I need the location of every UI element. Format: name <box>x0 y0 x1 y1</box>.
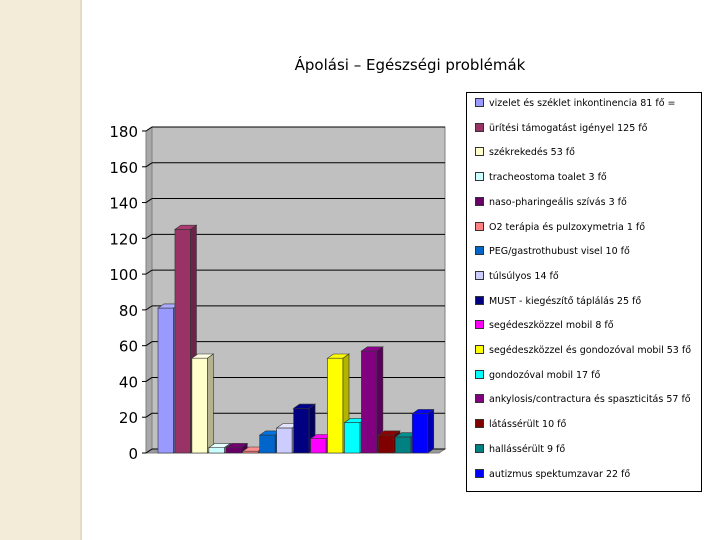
legend-label: autizmus spektumzavar 22 fő <box>489 468 631 480</box>
legend-item: székrekedés 53 fő <box>475 146 575 160</box>
legend-swatch <box>475 270 484 280</box>
legend-item: naso-pharingeális szívás 3 fő <box>475 196 627 210</box>
y-tick-label: 100 <box>109 266 138 284</box>
legend-label: segédeszközzel és gondozóval mobil 53 fő <box>489 345 692 356</box>
gridline-side <box>145 126 153 132</box>
bar-series <box>157 224 435 454</box>
legend-label: PEG/gastrothubust visel 10 fő <box>489 246 630 258</box>
bar-front <box>157 307 174 454</box>
legend-swatch <box>475 468 484 478</box>
bar-front <box>276 427 293 454</box>
gridline-side <box>145 412 153 418</box>
legend-label: székrekedés 53 fő <box>489 147 575 159</box>
legend-item: autizmus spektumzavar 22 fő <box>475 468 630 482</box>
bar-front <box>259 434 276 454</box>
bar-front <box>344 422 361 454</box>
chart-side-wall <box>145 126 153 454</box>
bar-side <box>427 408 435 454</box>
legend-swatch <box>475 394 484 404</box>
legend-label: ankylosis/contractura és spaszticitás 57… <box>489 394 691 406</box>
legend-item: hallássérült 9 fő <box>475 443 565 457</box>
slide-side-divider <box>80 0 82 540</box>
bar <box>190 353 215 454</box>
legend-item: MUST - kiegészítő táplálás 25 fő <box>475 295 641 309</box>
bar-side <box>207 353 214 454</box>
legend-swatch <box>475 369 484 379</box>
legend-swatch <box>475 172 484 182</box>
bar-front <box>293 407 310 454</box>
bar-front <box>361 350 378 454</box>
legend-swatch <box>475 443 484 453</box>
legend-swatch <box>475 320 484 330</box>
bar-front <box>310 438 327 454</box>
legend-label: naso-pharingeális szívás 3 fő <box>489 196 627 208</box>
legend-label: gondozóval mobil 17 fő <box>489 369 601 381</box>
bar-front <box>411 413 429 454</box>
gridline-side <box>145 305 153 311</box>
gridline-side <box>145 341 153 347</box>
y-tick-label: 60 <box>119 338 138 356</box>
legend-item: segédeszközzel mobil 8 fő <box>475 319 614 333</box>
bar <box>360 346 384 454</box>
legend-label: látássérült 10 fő <box>489 419 567 431</box>
y-tick-label: 120 <box>109 230 138 248</box>
legend-swatch <box>475 246 484 256</box>
y-tick-label: 40 <box>119 373 138 391</box>
bar-front <box>208 447 225 454</box>
y-tick-label: 0 <box>128 445 138 463</box>
legend-label: O2 terápia és pulzoxymetria 1 fő <box>489 221 646 233</box>
legend-item: vizelet és széklet inkontinencia 81 fő = <box>475 97 676 111</box>
y-tick-label: 160 <box>109 159 138 177</box>
slide-title: Ápolási – Egészségi problémák <box>294 56 526 74</box>
bar-front <box>327 357 344 454</box>
legend-item: gondozóval mobil 17 fő <box>475 369 600 383</box>
bar-front <box>191 357 208 454</box>
legend-swatch <box>475 147 484 157</box>
legend-swatch <box>475 122 484 132</box>
bar-front <box>378 434 395 454</box>
y-tick-label: 140 <box>109 195 138 213</box>
slide-side-decoration <box>0 0 80 540</box>
gridline-side <box>145 377 153 382</box>
bar <box>411 408 435 454</box>
legend-label: ürítési támogatást igényel 125 fő <box>489 122 648 134</box>
y-tick-label: 180 <box>109 123 138 141</box>
legend-item: túlsúlyos 14 fő <box>475 270 559 284</box>
legend-label: vizelet és széklet inkontinencia 81 fő = <box>489 98 676 109</box>
gridline-side <box>145 233 153 239</box>
legend-swatch <box>475 295 484 305</box>
legend-label: MUST - kiegészítő táplálás 25 fő <box>489 295 642 307</box>
bar-front <box>225 447 242 454</box>
y-tick-label: 20 <box>119 409 138 427</box>
gridline-side <box>145 269 153 275</box>
y-axis-tick-labels: 0 20 40 60 80 100 120 140 160 180 <box>109 123 138 463</box>
bar-front <box>394 436 412 454</box>
legend-item: látássérült 10 fő <box>475 418 566 432</box>
legend-swatch <box>475 98 484 107</box>
legend-label: tracheostoma toalet 3 fő <box>489 172 607 184</box>
legend-swatch <box>475 221 484 231</box>
legend-item: PEG/gastrothubust visel 10 fő <box>475 245 630 259</box>
gridline-side <box>145 162 153 168</box>
bar-front <box>174 229 191 454</box>
legend-item: O2 terápia és pulzoxymetria 1 fő <box>475 221 645 235</box>
legend-item: ürítési támogatást igényel 125 fő <box>475 122 647 136</box>
legend-swatch <box>475 345 484 354</box>
gridline-side <box>145 448 153 454</box>
legend-swatch <box>475 196 484 206</box>
legend-item: tracheostoma toalet 3 fő <box>475 171 607 185</box>
legend-item: ankylosis/contractura és spaszticitás 57… <box>475 393 691 407</box>
legend-swatch <box>475 419 484 429</box>
y-tick-label: 80 <box>119 302 138 320</box>
legend-item: segédeszközzel és gondozóval mobil 53 fő <box>475 344 691 358</box>
chart-legend: vizelet és széklet inkontinencia 81 fő =… <box>466 92 702 492</box>
legend-label: segédeszközzel mobil 8 fő <box>489 320 614 332</box>
legend-label: túlsúlyos 14 fő <box>489 270 559 282</box>
legend-label: hallássérült 9 fő <box>489 443 566 455</box>
gridline-side <box>145 198 153 203</box>
